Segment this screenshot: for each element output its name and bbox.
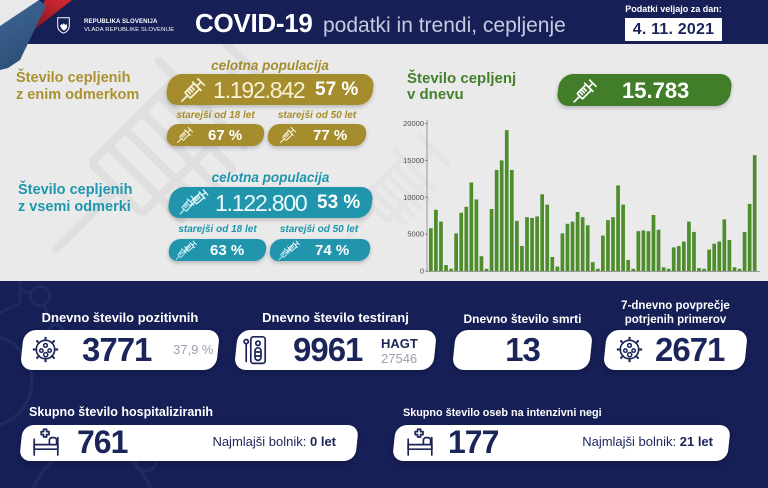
svg-text:0: 0: [420, 267, 424, 276]
svg-text:5000: 5000: [407, 230, 424, 239]
svg-text:15000: 15000: [403, 156, 424, 165]
svg-text:20000: 20000: [403, 119, 424, 128]
svg-text:10000: 10000: [403, 193, 424, 202]
